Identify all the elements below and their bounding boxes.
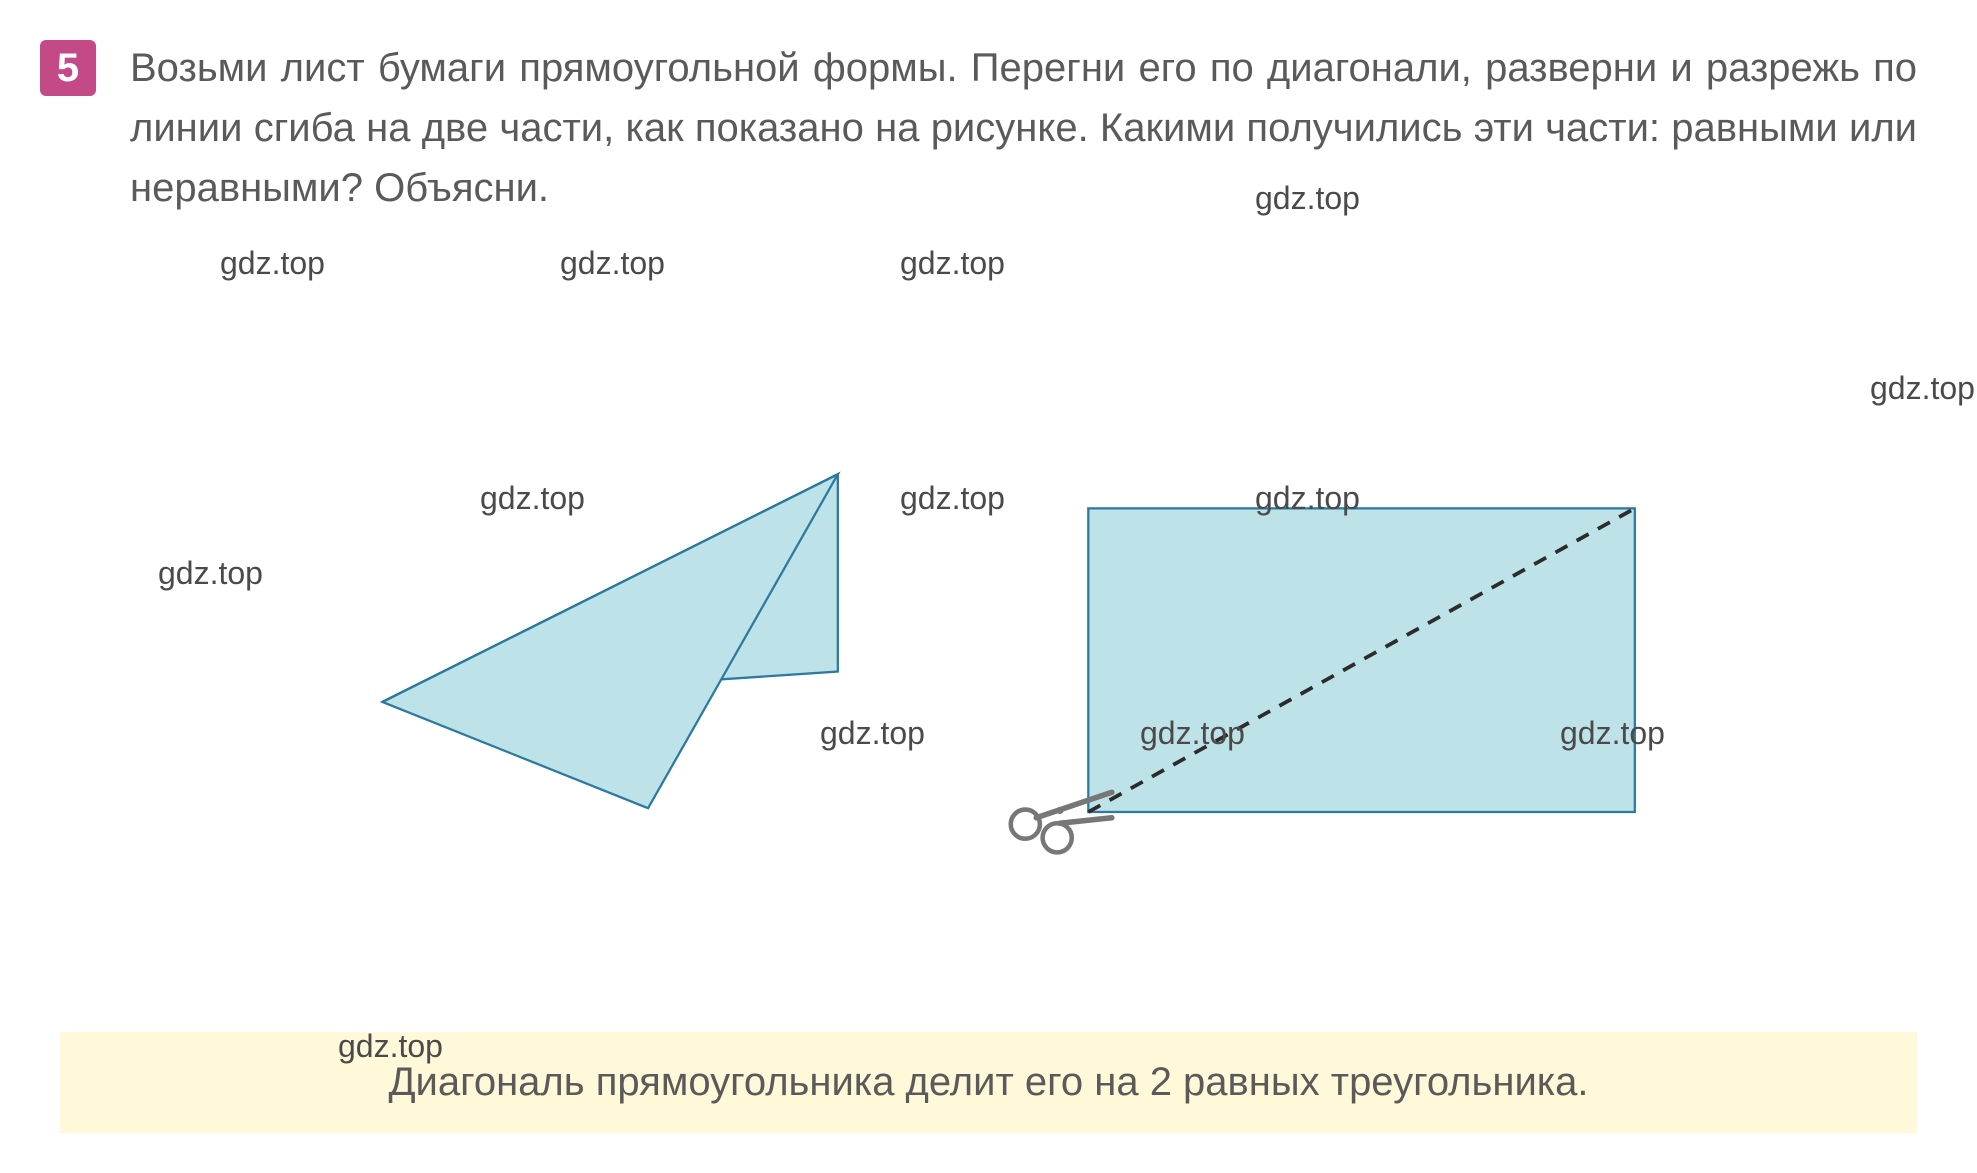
folded-paper <box>382 474 837 808</box>
watermark-text: gdz.top <box>220 245 325 282</box>
watermark-text: gdz.top <box>900 245 1005 282</box>
figures-svg <box>0 330 1977 960</box>
problem-number-box: 5 <box>40 40 96 96</box>
page-root: 5 Возьми лист бумаги прямоугольной формы… <box>0 0 1977 1173</box>
rectangle-cut <box>1088 508 1635 812</box>
figure-area <box>0 330 1977 960</box>
problem-number: 5 <box>57 46 79 91</box>
rule-box: Диагональ прямоугольника делит его на 2 … <box>60 1032 1917 1133</box>
question-text: Возьми лист бумаги прямоугольной формы. … <box>130 38 1917 218</box>
watermark-text: gdz.top <box>560 245 665 282</box>
rule-text: Диагональ прямоугольника делит его на 2 … <box>388 1060 1588 1104</box>
